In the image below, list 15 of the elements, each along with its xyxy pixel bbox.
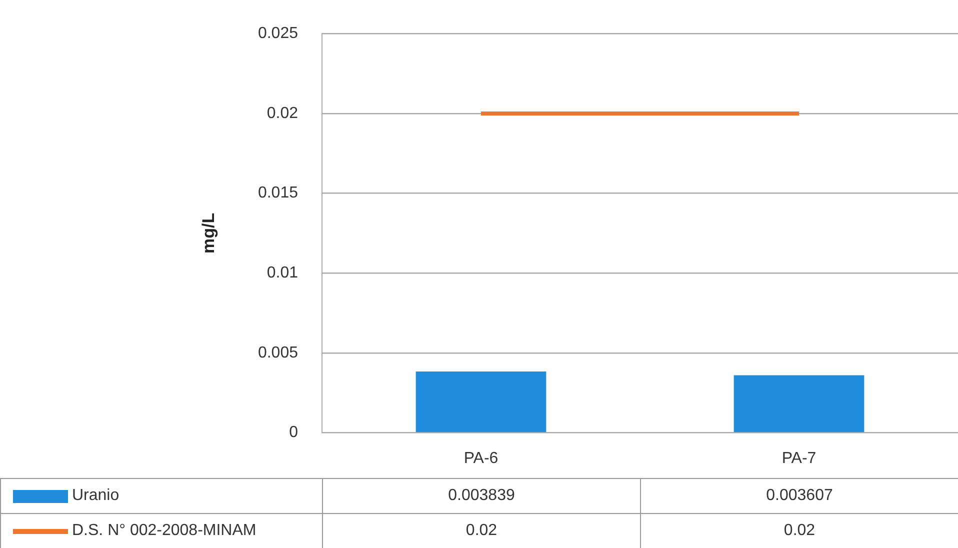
y-axis-title: mg/L — [198, 212, 218, 254]
y-tick-label: 0.01 — [266, 264, 298, 282]
x-tick-label: PA-7 — [782, 450, 816, 467]
y-tick-label: 0.02 — [266, 104, 298, 122]
y-tick-label: 0.005 — [258, 344, 298, 362]
legend-label: Uranio — [72, 487, 120, 505]
data-label: 0.02 — [322, 513, 640, 548]
y-tick-label: 0.015 — [258, 184, 298, 202]
data-label: 0.003839 — [322, 478, 640, 513]
x-tick-label: PA-6 — [464, 450, 498, 467]
y-tick-label: 0.025 — [258, 25, 298, 42]
data-label: 0.003607 — [640, 478, 958, 513]
legend-label: D.S. N° 002-2008-MINAM — [72, 522, 256, 540]
data-label: 0.02 — [640, 513, 958, 548]
y-tick-label: 0 — [289, 424, 298, 442]
